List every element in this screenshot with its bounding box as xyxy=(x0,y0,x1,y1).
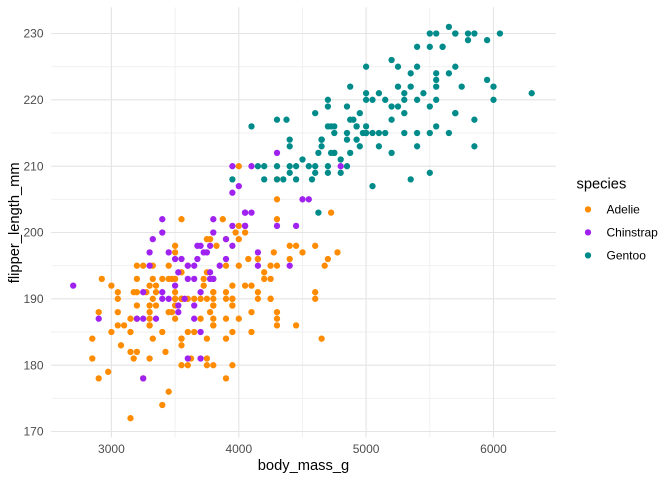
svg-text:Chinstrap: Chinstrap xyxy=(607,226,659,240)
svg-text:flipper_length_mm: flipper_length_mm xyxy=(7,162,23,283)
svg-text:170: 170 xyxy=(23,425,43,439)
svg-text:body_mass_g: body_mass_g xyxy=(258,458,349,474)
svg-text:220: 220 xyxy=(23,93,43,107)
svg-text:Adelie: Adelie xyxy=(607,203,641,217)
svg-text:species: species xyxy=(577,176,627,192)
svg-text:210: 210 xyxy=(23,159,43,173)
svg-text:Gentoo: Gentoo xyxy=(607,249,647,263)
svg-text:230: 230 xyxy=(23,27,43,41)
svg-text:3000: 3000 xyxy=(98,442,125,456)
svg-text:5000: 5000 xyxy=(353,442,380,456)
svg-text:6000: 6000 xyxy=(480,442,507,456)
svg-text:190: 190 xyxy=(23,292,43,306)
svg-text:200: 200 xyxy=(23,226,43,240)
svg-text:180: 180 xyxy=(23,358,43,372)
svg-text:4000: 4000 xyxy=(225,442,252,456)
